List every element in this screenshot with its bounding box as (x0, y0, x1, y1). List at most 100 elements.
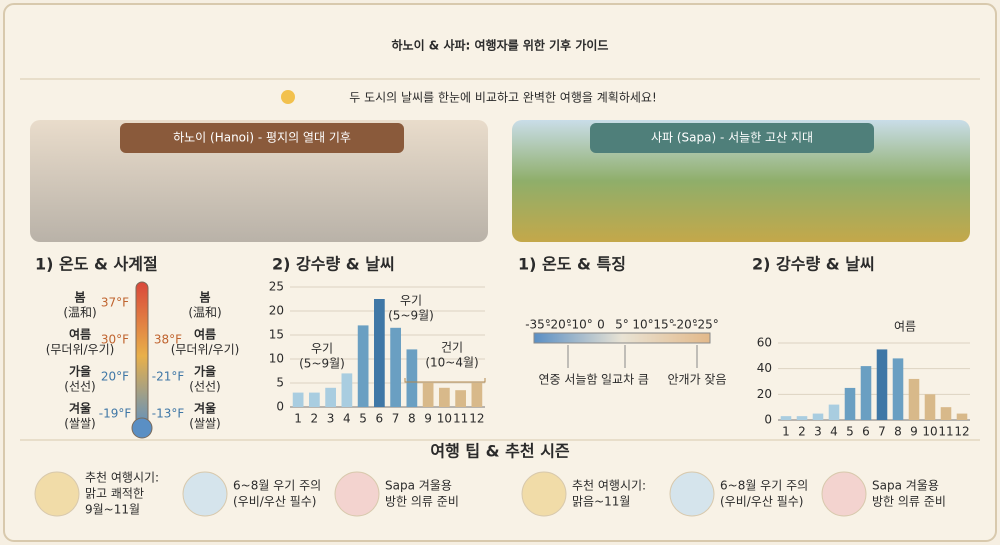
tip-text: Sapa 겨울용 (385, 479, 452, 493)
tip-text: 맑고 쾌적한 (85, 487, 144, 501)
bar (422, 383, 434, 407)
annotation: (5~9월) (299, 357, 345, 371)
scale-label: 10° (632, 318, 653, 332)
section-title: 1) 온도 & 사계절 (35, 255, 158, 274)
x-tick-label: 11 (938, 425, 953, 439)
feature-label: 일교차 큼 (601, 373, 649, 387)
bar (374, 299, 385, 407)
x-tick-label: 7 (878, 425, 886, 439)
tip-icon (669, 471, 715, 517)
x-tick-label: 2 (798, 425, 806, 439)
tip-text: 9월~11월 (85, 503, 140, 517)
x-tick-label: 5 (359, 412, 367, 426)
x-tick-label: 6 (376, 412, 384, 426)
bar (940, 407, 952, 420)
temp-label: -13°F (152, 407, 185, 421)
section-title: 2) 강수량 & 날씨 (752, 255, 875, 274)
x-tick-label: 10 (437, 412, 452, 426)
tip-icon (521, 471, 567, 517)
x-tick-label: 5 (846, 425, 854, 439)
x-tick-label: 3 (327, 412, 335, 426)
season-name: 가을 (69, 364, 91, 379)
season-sub: (温和) (188, 306, 221, 320)
bar (309, 392, 320, 407)
season-name: 겨울 (69, 401, 91, 416)
scale-label: -25° (693, 318, 719, 332)
annotation: 건기 (441, 341, 463, 355)
thermometer (135, 281, 149, 431)
x-tick-label: 1 (782, 425, 790, 439)
x-tick-label: 10 (922, 425, 937, 439)
bar (471, 383, 483, 407)
scale-label: 5° (615, 318, 629, 332)
annotation: 우기 (400, 294, 422, 308)
temp-label: -19°F (99, 407, 132, 421)
annotation: 우기 (311, 342, 333, 356)
x-tick-label: 3 (814, 425, 822, 439)
season-name: 여름 (194, 327, 216, 342)
bar (892, 358, 904, 420)
sapa-banner-bg (590, 123, 874, 153)
season-name: 가을 (194, 364, 216, 379)
feature-label: 안개가 잦음 (667, 373, 726, 387)
scale-label: 0 (597, 318, 605, 332)
bar (357, 325, 369, 407)
scale-label: -20° (546, 318, 572, 332)
bar (828, 404, 840, 420)
subtitle: 두 도시의 날씨를 한눈에 비교하고 완벽한 여행을 계획하세요! (349, 90, 657, 105)
tip-icon (821, 471, 867, 517)
temp-scale (533, 332, 711, 344)
tip-text: 맑음~11월 (572, 495, 630, 509)
bar (796, 416, 808, 420)
scale-label: -20° (672, 318, 698, 332)
bulb-icon (281, 90, 295, 104)
tip-text: (우비/우산 필수) (720, 495, 803, 509)
bar (844, 387, 856, 420)
annotation: (5~9월) (388, 309, 434, 323)
y-tick-label: 40 (757, 361, 772, 375)
feature-label: 연중 서늘함 (538, 373, 597, 387)
x-tick-label: 12 (469, 412, 484, 426)
season-sub: (쌀쌀) (64, 417, 95, 431)
tip-icon (34, 471, 80, 517)
temp-label: 37°F (101, 296, 129, 310)
dry-bracket (404, 378, 486, 383)
x-tick-label: 12 (954, 425, 969, 439)
section-title: 2) 강수량 & 날씨 (272, 255, 395, 274)
tip-text: 방한 의류 준비 (385, 495, 459, 509)
y-tick-label: 0 (764, 413, 772, 427)
scale-label: -35° (525, 318, 551, 332)
bar (406, 349, 418, 407)
season-sub: (무더위/우기) (171, 343, 240, 357)
bar (292, 392, 304, 407)
bar (860, 366, 872, 420)
bar (908, 378, 920, 420)
title: 하노이 & 사파: 여행자를 위한 기후 가이드 (392, 38, 609, 53)
season-name: 봄 (199, 291, 210, 305)
tips-title: 여행 팁 & 추천 시즌 (430, 442, 570, 461)
season-name: 겨울 (194, 401, 216, 416)
bar (956, 413, 968, 420)
tip-icon (334, 471, 380, 517)
season-sub: (선선) (189, 380, 220, 394)
season-name: 봄 (74, 291, 85, 305)
x-tick-label: 9 (910, 425, 918, 439)
hanoi-banner: 하노이 (Hanoi) - 평지의 열대 기후 (173, 131, 351, 145)
bar (780, 416, 792, 420)
tip-text: 방한 의류 준비 (872, 495, 946, 509)
y-tick-label: 20 (757, 387, 772, 401)
annotation: 여름 (894, 320, 916, 334)
temp-label: 38°F (154, 333, 182, 347)
x-tick-label: 7 (392, 412, 400, 426)
y-tick-label: 25 (269, 280, 284, 294)
tip-text: 6~8월 우기 주의 (720, 479, 808, 493)
temp-label: 20°F (101, 370, 129, 384)
y-tick-label: 10 (269, 352, 284, 366)
x-tick-label: 11 (453, 412, 468, 426)
scale-label: 15° (653, 318, 674, 332)
tip-text: Sapa 겨울용 (872, 479, 939, 493)
tip-icon (182, 471, 228, 517)
bar (390, 327, 401, 407)
bar (924, 394, 936, 420)
